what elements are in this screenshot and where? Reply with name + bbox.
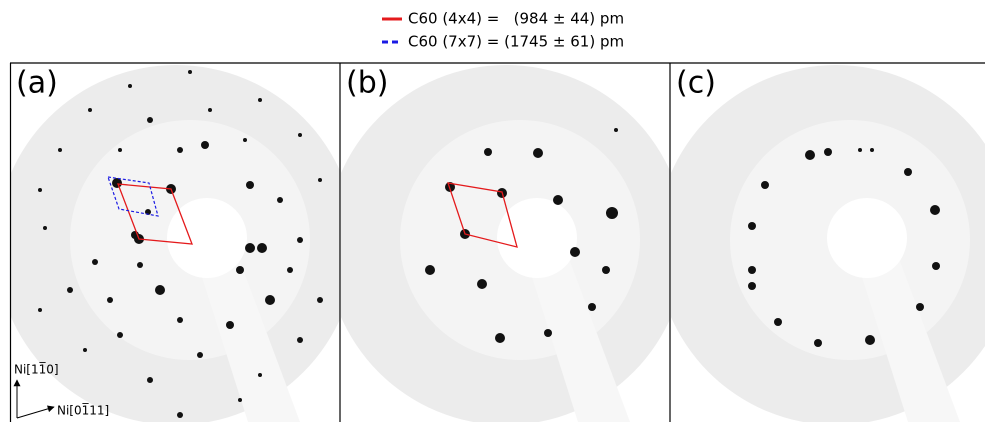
diffraction-spot [258,98,262,102]
diffraction-spot [155,285,165,295]
diffraction-spot [43,226,47,230]
diffraction-spot [748,282,756,290]
diffraction-spot [258,373,262,377]
diffraction-spot [197,352,203,358]
diffraction-spot [544,329,552,337]
diffraction-spot [238,398,242,402]
diffraction-spot [226,321,234,329]
diffraction-spot [318,178,322,182]
center-blob [827,198,907,278]
diffraction-spot [177,317,183,323]
diffraction-spot [553,195,563,205]
direction-arrow [16,405,55,419]
gun-shadow [525,240,630,422]
diffraction-spot [570,247,580,257]
diffraction-spot [805,150,815,160]
diffraction-spot [112,178,122,188]
diffraction-spot [858,148,862,152]
leed-screen [341,65,670,422]
diffraction-spot [588,303,596,311]
diffraction-spot [38,188,42,192]
diffraction-spot [245,243,255,253]
diffraction-spot [774,318,782,326]
unit-cell-4x4 [447,182,518,248]
diffraction-spot [614,128,618,132]
diffraction-spot [67,287,73,293]
diffraction-spot [201,141,209,149]
diffraction-spot [208,108,212,112]
diffraction-spot [257,243,267,253]
gun-shadow [195,240,300,422]
legend-label: C60 (4x4) = (984 ± 44) pm [408,10,624,28]
diffraction-spot [317,297,323,303]
unit-cell-7x7 [107,176,159,217]
diffraction-spot [117,332,123,338]
diffraction-spot [824,148,832,156]
diffraction-spot [265,295,275,305]
diffraction-spot [277,197,283,203]
diffraction-spot [916,303,924,311]
diffraction-spot [761,181,769,189]
diffraction-spot [477,279,487,289]
direction-label: Ni[01̅11] [57,402,109,417]
diffraction-spot [128,84,132,88]
diffraction-spot [904,168,912,176]
panel-label: (c) [676,66,716,101]
unit-cell-4x4 [117,183,193,245]
diffraction-spot [92,259,98,265]
diffraction-spot [88,108,92,112]
diffraction-spot [38,308,42,312]
diffraction-spot [147,117,153,123]
diffraction-spot [287,267,293,273]
center-blob [167,198,247,278]
diffraction-spot [118,148,122,152]
diffraction-spot [107,297,113,303]
panel-label: (a) [16,66,58,101]
diffraction-spot [748,222,756,230]
diffraction-spot [932,262,940,270]
direction-label: Ni[11̅0] [14,361,59,376]
diffraction-spot [188,70,192,74]
diffraction-spot [147,377,153,383]
gun-shadow [855,240,960,422]
diffraction-spot [425,265,435,275]
diffraction-spot [748,266,756,274]
legend-label: C60 (7x7) = (1745 ± 61) pm [408,33,624,51]
diffraction-spot [236,266,244,274]
diffraction-spot [606,207,618,219]
diffraction-spot [246,181,254,189]
diffraction-spot [177,412,183,418]
diffraction-spot [533,148,543,158]
diffraction-spot [58,148,62,152]
diffraction-spot [495,333,505,343]
diffraction-spot [177,147,183,153]
diffraction-spot [602,266,610,274]
panel-label: (b) [346,66,388,101]
diffraction-spot [83,348,87,352]
diffraction-spot [137,262,143,268]
diffraction-spot [297,237,303,243]
diffraction-spot [870,148,874,152]
diffraction-spot [297,337,303,343]
diffraction-spot [865,335,875,345]
diffraction-spot [484,148,492,156]
center-blob [497,198,577,278]
diffraction-spot [243,138,247,142]
diffraction-spot [298,133,302,137]
diffraction-spot [814,339,822,347]
diffraction-spot [930,205,940,215]
leed-screen [671,65,985,422]
